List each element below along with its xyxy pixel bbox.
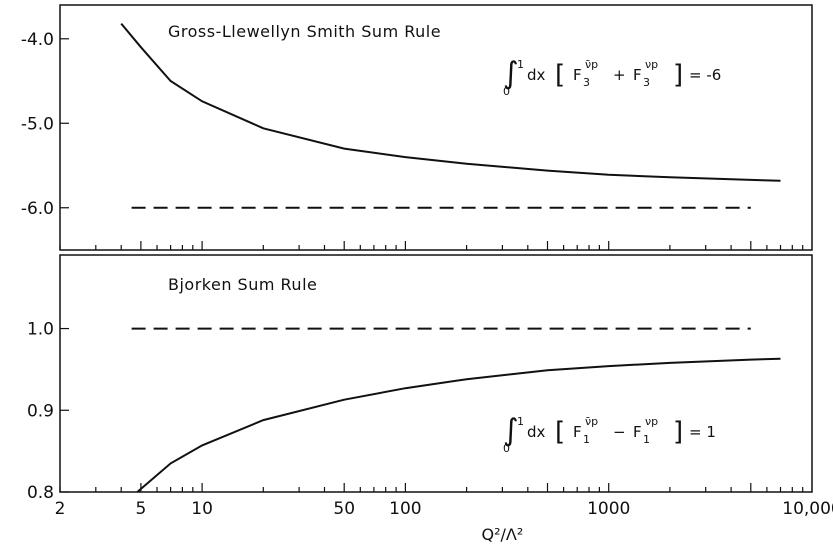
- term1-superscript: ν̄p: [585, 415, 598, 428]
- panel-title: Bjorken Sum Rule: [168, 275, 317, 294]
- panel-title: Gross-Llewellyn Smith Sum Rule: [168, 22, 441, 41]
- term1-base: F: [573, 66, 582, 84]
- x-axis: 2 5 10 50 100 1000 10,000 Q²/Λ²: [55, 499, 833, 544]
- x-tick-label: 2: [55, 499, 66, 519]
- formula-operator: +: [613, 66, 626, 84]
- term1-subscript: 3: [583, 76, 590, 89]
- solid-curve-bottom: [136, 357, 781, 493]
- integral-lower-limit: 0: [503, 85, 510, 98]
- integral-upper-limit: 1: [517, 58, 524, 71]
- formula-prefix: dx: [527, 423, 546, 441]
- formula-equals: = -6: [689, 66, 721, 84]
- x-tick-label: 50: [333, 499, 355, 519]
- x-tick-label: 10,000: [782, 499, 833, 519]
- bracket-left: [: [555, 417, 565, 447]
- term1-superscript: ν̄p: [585, 58, 598, 71]
- y-tick-label: -4.0: [21, 30, 54, 50]
- term2-superscript: νp: [645, 415, 658, 428]
- term1-base: F: [573, 423, 582, 441]
- formula-equals: = 1: [689, 423, 716, 441]
- x-tick-label: 100: [389, 499, 421, 519]
- term2-base: F: [633, 423, 642, 441]
- plot-frame-top: [59, 4, 813, 251]
- term2-base: F: [633, 66, 642, 84]
- integral-sign: ∫: [503, 56, 519, 91]
- x-tick-label: 1000: [587, 499, 630, 519]
- plot-frame-bottom: [59, 254, 813, 493]
- y-tick-label: 1.0: [27, 320, 54, 340]
- y-tick-label: 0.8: [27, 483, 54, 503]
- x-tick-label: 10: [191, 499, 213, 519]
- bracket-right: ]: [673, 60, 683, 90]
- term2-subscript: 3: [643, 76, 650, 89]
- term2-superscript: νp: [645, 58, 658, 71]
- integral-sign: ∫: [503, 413, 519, 448]
- formula-prefix: dx: [527, 66, 546, 84]
- bracket-left: [: [555, 60, 565, 90]
- x-tick-label: 5: [135, 499, 146, 519]
- bracket-right: ]: [673, 417, 683, 447]
- term1-subscript: 1: [583, 433, 590, 446]
- y-tick-label: 0.9: [27, 401, 54, 421]
- formula-operator: −: [613, 423, 626, 441]
- term2-subscript: 1: [643, 433, 650, 446]
- top-panel: -4.0 -5.0 -6.0 Gross-Llewellyn Smith Sum Ru…: [21, 4, 813, 251]
- x-axis-label: Q²/Λ²: [482, 525, 524, 544]
- integral-upper-limit: 1: [517, 415, 524, 428]
- y-tick-label: -6.0: [21, 199, 54, 219]
- integral-lower-limit: 0: [503, 442, 510, 455]
- solid-curve-top: [120, 22, 781, 182]
- y-tick-label: -5.0: [21, 114, 54, 134]
